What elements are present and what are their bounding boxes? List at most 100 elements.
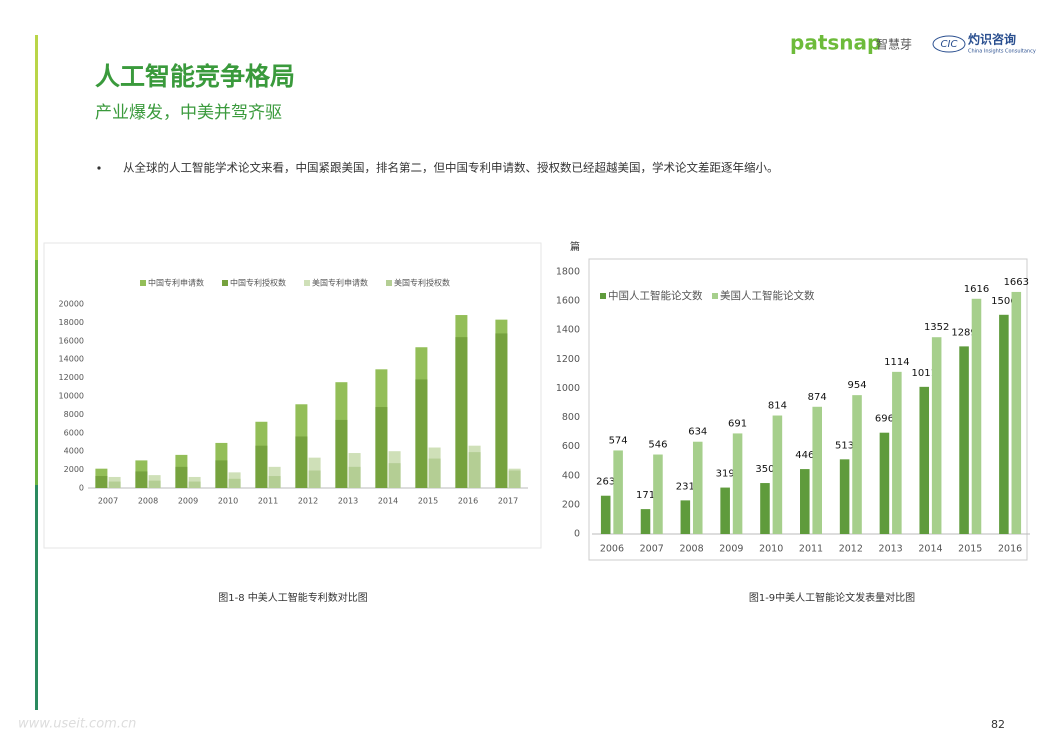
data-label: 1114 bbox=[884, 357, 909, 368]
bar bbox=[892, 371, 902, 534]
bar bbox=[640, 509, 651, 534]
y-tick-label: 8000 bbox=[64, 410, 84, 419]
brand-cn: 灼识咨询 bbox=[968, 32, 1016, 47]
data-label: 691 bbox=[728, 418, 747, 429]
bar bbox=[852, 395, 862, 534]
x-tick-label: 2012 bbox=[298, 497, 318, 506]
bar bbox=[680, 500, 691, 534]
x-tick-label: 2009 bbox=[178, 497, 198, 506]
bar bbox=[148, 480, 161, 488]
data-label: 1616 bbox=[964, 284, 989, 295]
bar bbox=[428, 458, 441, 488]
x-tick-label: 2006 bbox=[600, 544, 624, 555]
y-axis-label: 篇 bbox=[570, 240, 580, 253]
caption: 图1-9中美人工智能论文发表量对比图 bbox=[749, 591, 915, 604]
bar bbox=[800, 469, 810, 534]
y-tick-label: 400 bbox=[562, 470, 580, 481]
bar bbox=[971, 298, 982, 534]
x-tick-label: 2007 bbox=[640, 544, 664, 555]
bar bbox=[228, 478, 241, 488]
y-tick-label: 1800 bbox=[556, 267, 580, 278]
legend-label: 中国人工智能论文数 bbox=[608, 289, 703, 302]
bar bbox=[732, 433, 743, 534]
x-tick-label: 2015 bbox=[418, 497, 438, 506]
bar bbox=[455, 337, 468, 488]
data-label: 1506 bbox=[991, 296, 1016, 307]
bar bbox=[415, 379, 428, 488]
y-tick-label: 14000 bbox=[59, 355, 84, 364]
bar bbox=[388, 463, 401, 488]
data-label: 231 bbox=[676, 481, 695, 492]
data-label: 874 bbox=[808, 392, 827, 403]
y-tick-label: 16000 bbox=[59, 336, 84, 345]
data-label: 513 bbox=[835, 440, 854, 451]
data-label: 546 bbox=[648, 440, 667, 451]
bar bbox=[812, 406, 822, 534]
y-tick-label: 800 bbox=[562, 412, 580, 423]
bar bbox=[135, 471, 148, 488]
x-tick-label: 2013 bbox=[338, 497, 358, 506]
data-label: 1011 bbox=[912, 368, 937, 379]
bullet-text: 从全球的人工智能学术论文来看，中国紧跟美国，排名第二，但中国专利申请数、授权数已… bbox=[123, 161, 779, 175]
y-tick-label: 18000 bbox=[59, 318, 84, 327]
legend-swatch bbox=[304, 280, 310, 286]
data-label: 350 bbox=[755, 464, 774, 475]
bar bbox=[999, 314, 1009, 534]
accent-bar bbox=[35, 260, 38, 485]
legend-label: 中国专利授权数 bbox=[230, 278, 286, 288]
brand: CIC bbox=[941, 39, 958, 50]
data-label: 171 bbox=[636, 490, 655, 501]
bar bbox=[95, 476, 108, 488]
bar bbox=[508, 470, 521, 488]
bar bbox=[959, 346, 969, 534]
chart-frame bbox=[588, 258, 1028, 561]
legend-swatch bbox=[600, 293, 606, 299]
legend-swatch bbox=[712, 293, 718, 299]
y-tick-label: 6000 bbox=[64, 428, 84, 437]
x-tick-label: 2016 bbox=[458, 497, 478, 506]
y-tick-label: 12000 bbox=[59, 373, 84, 382]
x-tick-label: 2014 bbox=[378, 497, 398, 506]
title: 人工智能竞争格局 bbox=[95, 62, 295, 91]
legend-label: 美国专利授权数 bbox=[394, 278, 450, 288]
bar bbox=[108, 481, 121, 488]
bar bbox=[692, 441, 703, 534]
data-label: 1352 bbox=[924, 322, 949, 333]
y-tick-label: 0 bbox=[574, 529, 580, 540]
subtitle: 产业爆发，中美并驾齐驱 bbox=[95, 103, 282, 123]
x-tick-label: 2015 bbox=[958, 544, 982, 555]
legend-swatch bbox=[222, 280, 228, 286]
x-tick-label: 2011 bbox=[799, 544, 823, 555]
bar bbox=[760, 483, 770, 534]
page-number: 82 bbox=[991, 718, 1005, 731]
bar bbox=[188, 481, 201, 488]
bar bbox=[495, 333, 508, 488]
y-tick-label: 4000 bbox=[64, 447, 84, 456]
data-label: 1663 bbox=[1004, 277, 1029, 288]
chart-frame bbox=[43, 242, 542, 549]
bar bbox=[772, 415, 783, 534]
bar bbox=[653, 454, 663, 534]
bar bbox=[879, 432, 890, 534]
x-tick-label: 2010 bbox=[759, 544, 783, 555]
bar bbox=[268, 476, 281, 488]
x-tick-label: 2012 bbox=[839, 544, 863, 555]
data-label: 954 bbox=[847, 380, 866, 391]
caption: 图1-8 中美人工智能专利数对比图 bbox=[218, 591, 368, 604]
bar bbox=[720, 487, 730, 534]
x-tick-label: 2013 bbox=[879, 544, 903, 555]
x-tick-label: 2008 bbox=[679, 544, 703, 555]
bar bbox=[295, 436, 308, 488]
bar bbox=[375, 407, 388, 488]
data-label: 634 bbox=[688, 427, 707, 438]
data-label: 263 bbox=[596, 477, 615, 488]
x-tick-label: 2007 bbox=[98, 497, 118, 506]
bar bbox=[931, 337, 942, 534]
x-tick-label: 2016 bbox=[998, 544, 1022, 555]
y-tick-label: 10000 bbox=[59, 392, 84, 401]
bar bbox=[255, 445, 268, 488]
y-tick-label: 1000 bbox=[556, 383, 580, 394]
bar bbox=[308, 470, 321, 488]
data-label: 1289 bbox=[951, 327, 976, 338]
